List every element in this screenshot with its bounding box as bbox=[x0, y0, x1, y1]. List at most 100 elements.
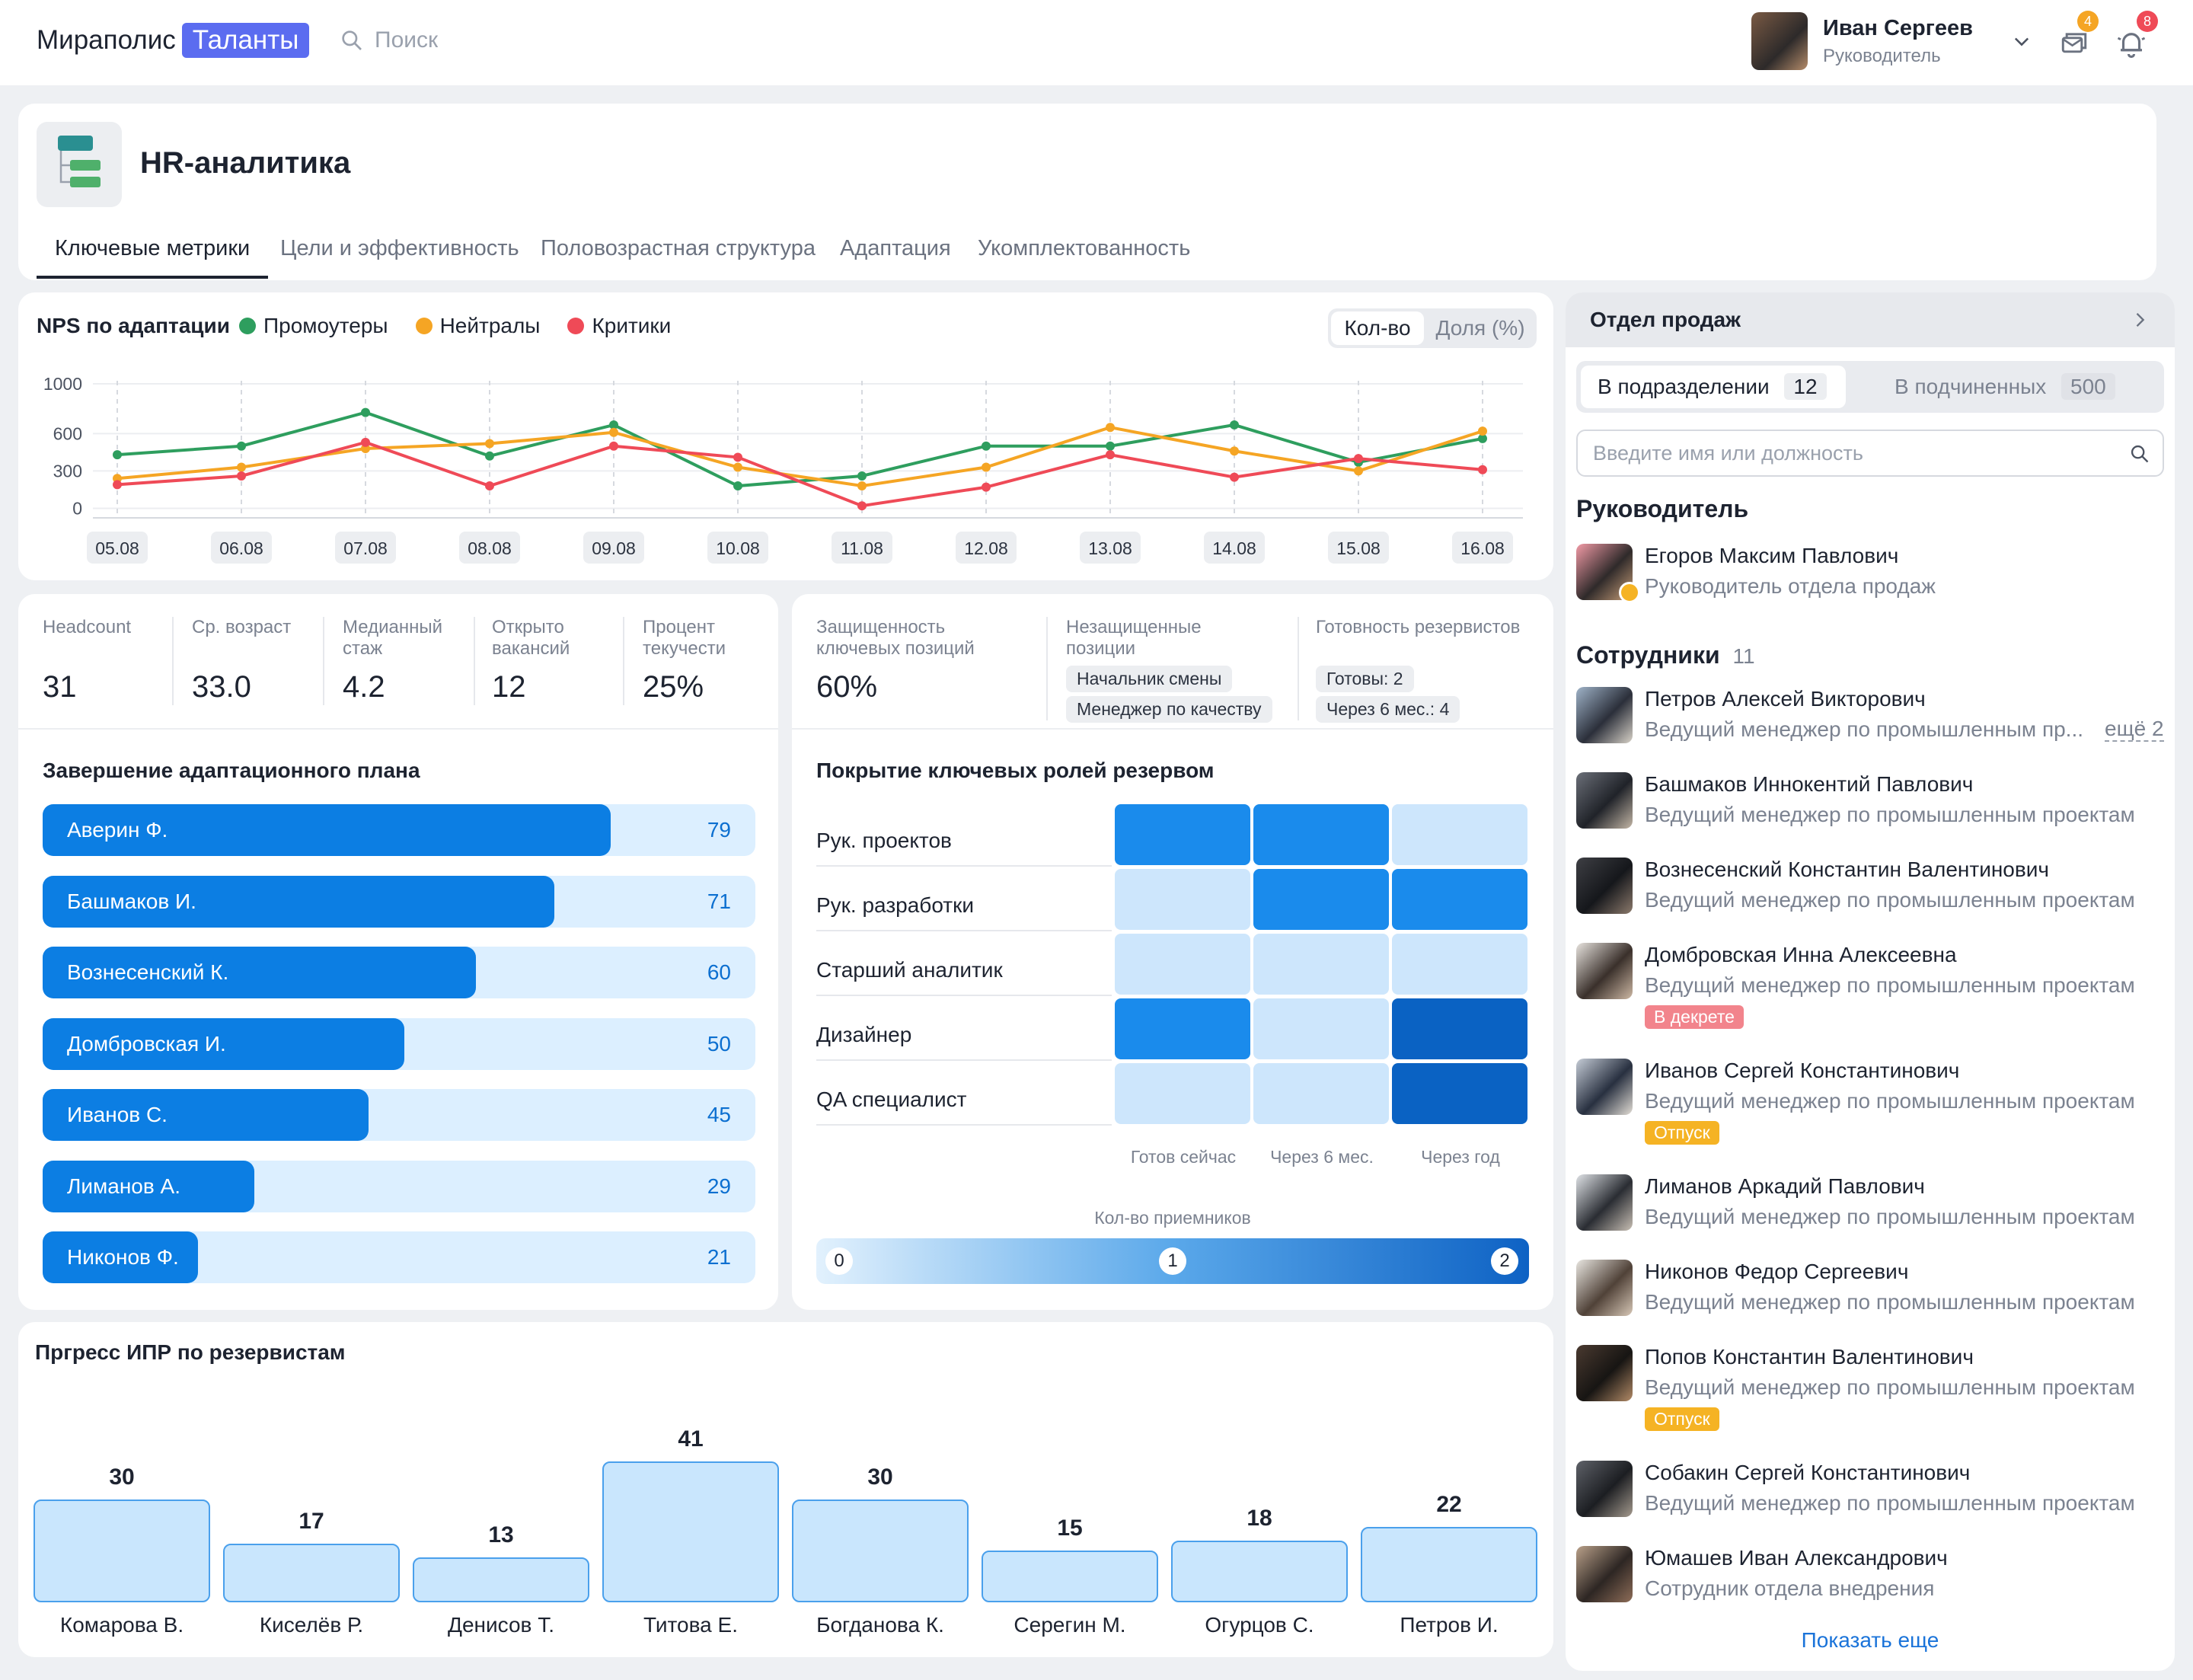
heatmap-cell[interactable] bbox=[1392, 804, 1527, 865]
global-search[interactable]: Поиск bbox=[340, 27, 438, 53]
heatmap-cell[interactable] bbox=[1115, 869, 1250, 930]
status-badge: Отпуск bbox=[1645, 1121, 1719, 1145]
critics-line bbox=[117, 440, 1483, 508]
ipr-bar[interactable] bbox=[602, 1461, 779, 1602]
adaptation-bar[interactable]: Вознесенский К. 60 bbox=[43, 947, 755, 998]
legend-dot-promoters bbox=[239, 318, 256, 334]
x-tick-bg bbox=[1328, 532, 1389, 564]
data-point bbox=[1354, 454, 1363, 464]
heatmap-cell[interactable] bbox=[1115, 934, 1250, 995]
tab-staffing[interactable]: Укомплектованность bbox=[978, 236, 1191, 260]
department-header[interactable]: Отдел продаж bbox=[1566, 292, 2175, 347]
tab-in-unit-label: В подразделении bbox=[1598, 375, 1770, 398]
heatmap-cell[interactable] bbox=[1253, 804, 1389, 865]
tab-subordinates[interactable]: В подчиненных 500 bbox=[1895, 366, 2115, 408]
employee-item[interactable]: Домбровская Инна Алексеевна Ведущий менед… bbox=[1576, 943, 2170, 1033]
ipr-bar[interactable] bbox=[1361, 1526, 1537, 1602]
tab-adaptation[interactable]: Адаптация bbox=[840, 236, 951, 260]
toggle-share[interactable]: Доля (%) bbox=[1435, 316, 1525, 340]
top-bar: Мираполис Таланты Поиск Иван Сергеев Рук… bbox=[0, 0, 2193, 85]
ipr-bar[interactable] bbox=[792, 1499, 969, 1602]
heatmap-cell[interactable] bbox=[1253, 1063, 1389, 1124]
adaptation-bar[interactable]: Башмаков И. 71 bbox=[43, 875, 755, 928]
ipr-bar-name: Серегин М. bbox=[1014, 1613, 1126, 1637]
employee-item[interactable]: Никонов Федор Сергеевич Ведущий менеджер … bbox=[1576, 1260, 2170, 1321]
ipr-bar[interactable] bbox=[1171, 1540, 1348, 1602]
employee-item[interactable]: Собакин Сергей Константинович Ведущий мен… bbox=[1576, 1461, 2170, 1522]
employee-item[interactable]: Вознесенский Константин Валентинович Веду… bbox=[1576, 858, 2170, 918]
employee-item[interactable]: Попов Константин Валентинович Ведущий мен… bbox=[1576, 1345, 2170, 1435]
heatmap-cell[interactable] bbox=[1253, 869, 1389, 930]
employee-avatar bbox=[1576, 1345, 1633, 1401]
ipr-bar[interactable] bbox=[34, 1499, 210, 1602]
adaptation-bar[interactable]: Лиманов А. 29 bbox=[43, 1160, 755, 1212]
tab-in-unit[interactable]: В подразделении 12 bbox=[1581, 366, 1846, 408]
adaptation-bar-value: 79 bbox=[707, 818, 731, 842]
employee-search-input[interactable]: Введите имя или должность bbox=[1576, 430, 2164, 477]
employee-item[interactable]: Иванов Сергей Константинович Ведущий мене… bbox=[1576, 1059, 2170, 1148]
x-tick-label: 07.08 bbox=[343, 538, 388, 558]
app-logo[interactable]: Мираполис Таланты bbox=[37, 23, 310, 58]
adaptation-bar[interactable]: Никонов Ф. 21 bbox=[43, 1231, 755, 1283]
heatmap-cell[interactable] bbox=[1115, 998, 1250, 1059]
heatmap-col-6m: Через 6 мес. bbox=[1270, 1147, 1374, 1167]
adaptation-bar-value: 60 bbox=[707, 960, 731, 984]
employee-name: Домбровская Инна Алексеевна bbox=[1645, 943, 1957, 966]
employee-item[interactable]: Петров Алексей Викторович Ведущий менедже… bbox=[1576, 687, 2170, 748]
heatmap-cell[interactable] bbox=[1392, 869, 1527, 930]
toggle-count[interactable]: Кол-во bbox=[1331, 311, 1424, 345]
data-point bbox=[733, 481, 742, 491]
adaptation-bar-name: Башмаков И. bbox=[67, 889, 196, 913]
ipr-bar[interactable] bbox=[982, 1551, 1158, 1602]
employees-title-text: Сотрудники bbox=[1576, 641, 1720, 669]
employee-avatar bbox=[1576, 1546, 1633, 1602]
search-icon bbox=[342, 30, 362, 50]
coverage-divider bbox=[792, 728, 1553, 730]
user-menu[interactable]: Иван Сергеев Руководитель bbox=[1751, 12, 2032, 70]
employee-item[interactable]: Лиманов Аркадий Павлович Ведущий менеджер… bbox=[1576, 1174, 2170, 1235]
readiness-label: Готовность резервистов bbox=[1316, 617, 1521, 637]
employee-item[interactable]: Юмашев Иван Александрович Сотрудник отдел… bbox=[1576, 1546, 2170, 1607]
metric-age-label: Ср. возраст bbox=[192, 617, 292, 637]
chevron-right-icon bbox=[2136, 313, 2145, 327]
heatmap-cell[interactable] bbox=[1253, 998, 1389, 1059]
adaptation-title: Завершение адаптационного плана bbox=[43, 759, 420, 782]
readiness-item: Через 6 мес.: 4 bbox=[1316, 696, 1460, 723]
head-person[interactable]: Егоров Максим Павлович Руководитель отде… bbox=[1576, 544, 2170, 605]
heatmap-cell[interactable] bbox=[1253, 934, 1389, 995]
heatmap-cell[interactable] bbox=[1392, 934, 1527, 995]
heatmap-cell[interactable] bbox=[1392, 998, 1527, 1059]
adaptation-bar[interactable]: Иванов С. 45 bbox=[43, 1089, 755, 1141]
adaptation-bar-value: 50 bbox=[707, 1031, 731, 1056]
more-roles-link[interactable]: ещё 2 bbox=[2105, 717, 2164, 742]
heatmap-cell[interactable] bbox=[1115, 804, 1250, 865]
employee-item[interactable]: Башмаков Иннокентий Павлович Ведущий мене… bbox=[1576, 772, 2170, 833]
data-point bbox=[1354, 466, 1363, 476]
show-more-link[interactable]: Показать еще bbox=[1801, 1628, 1939, 1652]
employees-count: 11 bbox=[1732, 644, 1755, 668]
ipr-bar[interactable] bbox=[413, 1557, 589, 1602]
data-point bbox=[237, 462, 246, 472]
data-point bbox=[237, 441, 246, 451]
heatmap-cell[interactable] bbox=[1115, 1063, 1250, 1124]
neutrals-line bbox=[117, 426, 1483, 488]
employee-avatar bbox=[1576, 1461, 1633, 1517]
heatmap-row-label: Рук. разработки bbox=[816, 893, 975, 917]
tab-goals[interactable]: Цели и эффективность bbox=[280, 236, 519, 260]
tab-key-metrics[interactable]: Ключевые метрики bbox=[55, 236, 251, 260]
notifications-button[interactable]: 8 bbox=[2115, 11, 2158, 63]
ipr-bar-value: 18 bbox=[1247, 1505, 1272, 1531]
chevron-down-icon[interactable] bbox=[2011, 30, 2032, 52]
messages-button[interactable]: 4 bbox=[2059, 11, 2099, 62]
heatmap-row-line bbox=[816, 865, 1112, 867]
data-point bbox=[1230, 472, 1239, 482]
adaptation-bar[interactable]: Домбровская И. 50 bbox=[43, 1017, 755, 1070]
adaptation-bar-name: Вознесенский К. bbox=[67, 960, 229, 984]
adaptation-bar-name: Домбровская И. bbox=[67, 1031, 226, 1056]
heatmap-cell[interactable] bbox=[1392, 1063, 1527, 1124]
messages-badge: 4 bbox=[2077, 11, 2099, 32]
ipr-bar-value: 30 bbox=[867, 1464, 893, 1490]
adaptation-bar[interactable]: Аверин Ф. 79 bbox=[43, 804, 755, 856]
ipr-bar[interactable] bbox=[223, 1544, 400, 1602]
tab-age-structure[interactable]: Половозрастная структура bbox=[541, 236, 816, 260]
